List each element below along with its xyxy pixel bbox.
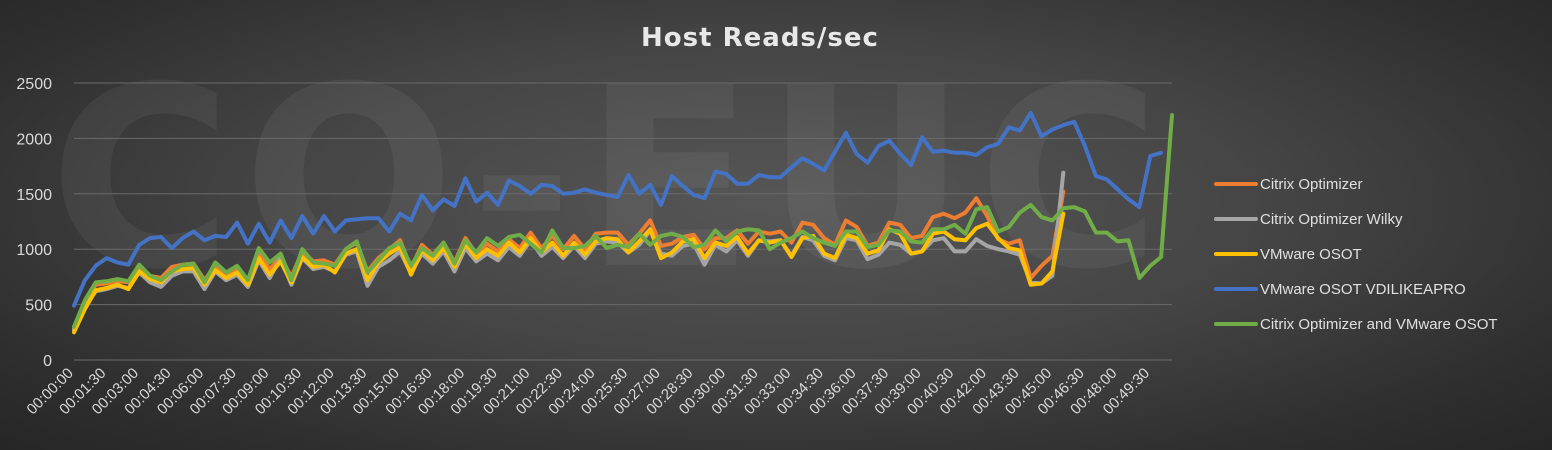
legend-label: Citrix Optimizer and VMware OSOT bbox=[1260, 316, 1498, 333]
y-tick-label: 2000 bbox=[16, 131, 52, 148]
y-tick-label: 1000 bbox=[16, 242, 52, 259]
series-lines bbox=[72, 110, 1174, 335]
x-axis-ticks: 00:00:0000:01:3000:03:0000:04:3000:06:00… bbox=[24, 365, 1154, 418]
y-tick-label: 0 bbox=[43, 353, 52, 370]
series-line-5 bbox=[72, 113, 1174, 329]
legend: Citrix Optimizer Citrix Optimizer Wilky VM… bbox=[1214, 176, 1498, 333]
watermark-text: CO-EUC bbox=[49, 33, 1171, 324]
y-tick-label: 2500 bbox=[16, 76, 52, 93]
chart-title: Host Reads/sec bbox=[641, 23, 879, 53]
legend-label: Citrix Optimizer bbox=[1260, 176, 1363, 193]
series-line-4 bbox=[72, 110, 1164, 308]
y-tick-label: 1500 bbox=[16, 187, 52, 204]
legend-label: VMware OSOT bbox=[1260, 246, 1362, 263]
legend-label: VMware OSOT VDILIKEAPRO bbox=[1260, 281, 1466, 298]
y-axis-ticks: 0 500 1000 1500 2000 2500 bbox=[16, 76, 52, 370]
y-tick-label: 500 bbox=[25, 298, 52, 315]
legend-label: Citrix Optimizer Wilky bbox=[1260, 211, 1403, 228]
